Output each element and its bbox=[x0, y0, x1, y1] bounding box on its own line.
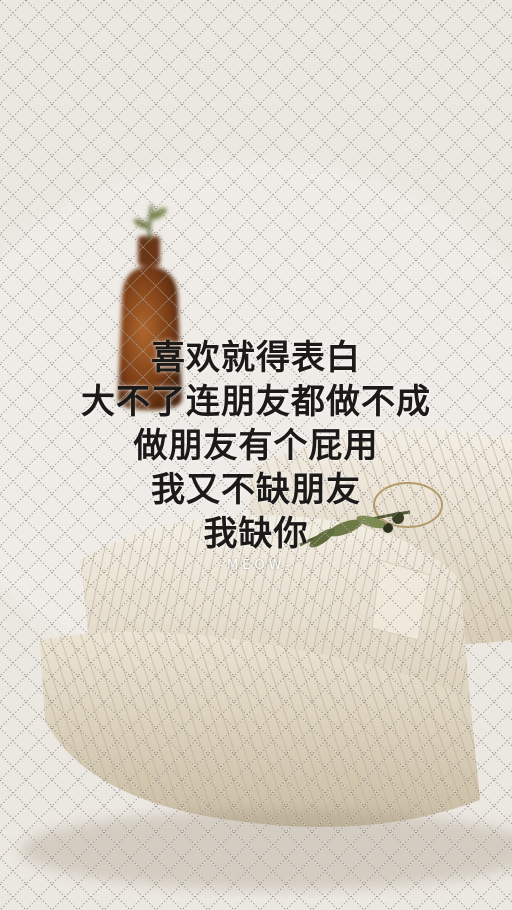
poem-text-block: 喜欢就得表白 大不了连朋友都做不成 做朋友有个屁用 我又不缺朋友 我缺你 -ME… bbox=[0, 336, 512, 573]
poem-line-4: 我又不缺朋友 bbox=[151, 470, 361, 510]
poem-line-1: 喜欢就得表白 bbox=[151, 338, 361, 378]
signature: -MEOW- bbox=[218, 558, 294, 573]
poem-line-5: 我缺你 bbox=[203, 514, 309, 554]
poem-line-3: 做朋友有个屁用 bbox=[133, 426, 379, 466]
poem-line-2: 大不了连朋友都做不成 bbox=[81, 382, 431, 422]
